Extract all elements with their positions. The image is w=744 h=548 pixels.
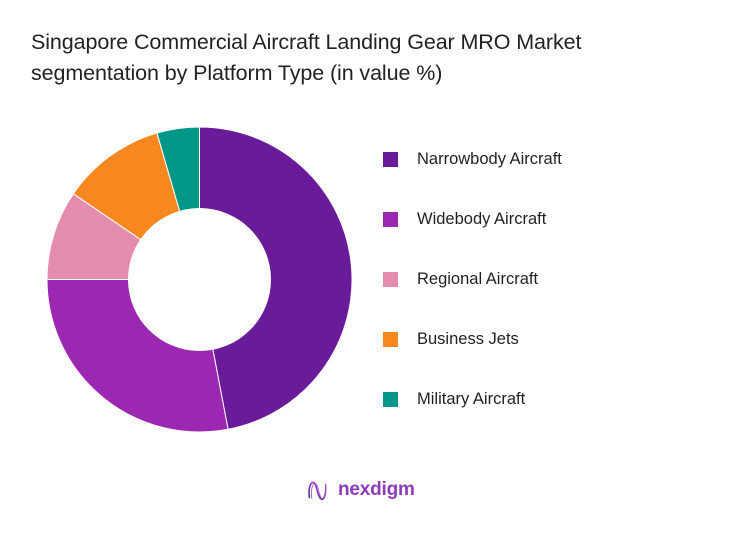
legend-item-regional-aircraft[interactable]: Regional Aircraft xyxy=(383,264,683,294)
legend-label: Business Jets xyxy=(417,330,519,348)
donut-svg xyxy=(47,127,352,432)
legend-item-military-aircraft[interactable]: Military Aircraft xyxy=(383,384,683,414)
nexdigm-logo-icon xyxy=(305,478,330,503)
legend-swatch-icon xyxy=(383,391,398,407)
legend-item-narrowbody-aircraft[interactable]: Narrowbody Aircraft xyxy=(383,144,683,174)
page-title: Singapore Commercial Aircraft Landing Ge… xyxy=(31,30,582,85)
legend-label: Narrowbody Aircraft xyxy=(417,150,562,168)
legend-label: Military Aircraft xyxy=(417,390,526,408)
legend-item-widebody-aircraft[interactable]: Widebody Aircraft xyxy=(383,204,683,234)
chart-legend: Narrowbody Aircraft Widebody Aircraft Re… xyxy=(383,144,683,414)
donut-slice[interactable] xyxy=(199,127,353,430)
brand-logo: nexdigm xyxy=(305,477,415,503)
legend-label: Regional Aircraft xyxy=(417,270,539,288)
legend-swatch-icon xyxy=(383,331,398,347)
legend-swatch-icon xyxy=(383,271,398,287)
donut-plot-area xyxy=(47,127,352,432)
legend-swatch-icon xyxy=(383,151,398,167)
brand-name: nexdigm xyxy=(338,479,415,500)
legend-swatch-icon xyxy=(383,211,398,227)
donut-hole xyxy=(128,208,271,351)
legend-item-business-jets[interactable]: Business Jets xyxy=(383,324,683,354)
legend-label: Widebody Aircraft xyxy=(417,210,547,228)
